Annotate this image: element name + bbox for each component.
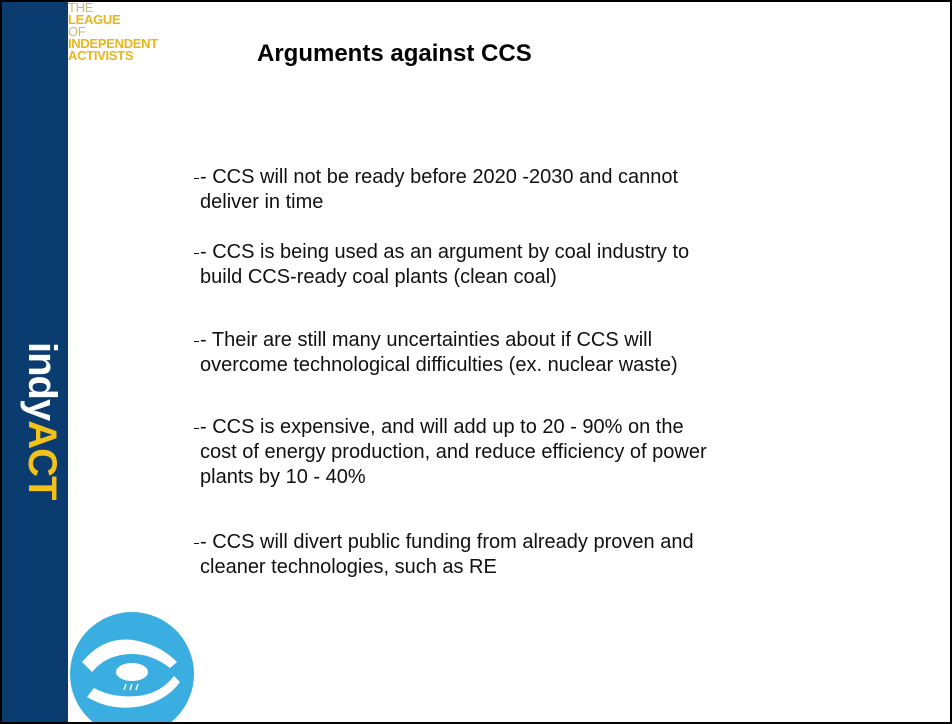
bullet-line: - CCS will divert public funding from al… bbox=[200, 531, 694, 553]
bullet-line: overcome technological difficulties (ex.… bbox=[200, 354, 678, 376]
bullet-line: cost of energy production, and reduce ef… bbox=[200, 441, 707, 463]
brand: indyACT bbox=[19, 342, 64, 499]
bullet-marker bbox=[194, 543, 199, 544]
bullet: - CCS will divert public funding from al… bbox=[194, 530, 694, 580]
bullet-line: deliver in time bbox=[200, 191, 324, 213]
bullet-line: - CCS is expensive, and will add up to 2… bbox=[200, 416, 684, 438]
bullet-marker bbox=[194, 428, 199, 429]
bullet: - CCS is expensive, and will add up to 2… bbox=[194, 415, 707, 490]
logo-line: LEAGUE bbox=[68, 12, 121, 27]
logo-line: OF bbox=[68, 24, 86, 39]
logo: THE LEAGUE OF INDEPENDENT ACTIVISTS bbox=[68, 2, 158, 62]
logo-line: INDEPENDENT bbox=[68, 36, 158, 51]
brand-text: indy bbox=[20, 342, 64, 421]
bullet-line: plants by 10 - 40% bbox=[200, 466, 366, 488]
slide-title: Arguments against CCS bbox=[257, 40, 532, 67]
logo-line: ACTIVISTS bbox=[68, 48, 134, 63]
bullet-line: cleaner technologies, such as RE bbox=[200, 556, 497, 578]
bullet-line: - Their are still many uncertainties abo… bbox=[200, 329, 653, 351]
bullet-marker bbox=[194, 178, 199, 179]
bullet-marker bbox=[194, 341, 199, 342]
bullet-line: - CCS is being used as an argument by co… bbox=[200, 241, 690, 263]
bullet: - CCS is being used as an argument by co… bbox=[194, 240, 690, 290]
side-bar bbox=[2, 2, 68, 722]
logo-icon bbox=[70, 612, 194, 722]
brand-text: ACT bbox=[20, 420, 64, 500]
logo-line: THE bbox=[68, 0, 94, 15]
bullet-line: build CCS-ready coal plants (clean coal) bbox=[200, 266, 557, 288]
bullet-line: - CCS will not be ready before 2020 -203… bbox=[200, 166, 679, 188]
bullet: - Their are still many uncertainties abo… bbox=[194, 328, 678, 378]
bullet-marker bbox=[194, 253, 199, 254]
bullet: - CCS will not be ready before 2020 -203… bbox=[194, 165, 679, 215]
